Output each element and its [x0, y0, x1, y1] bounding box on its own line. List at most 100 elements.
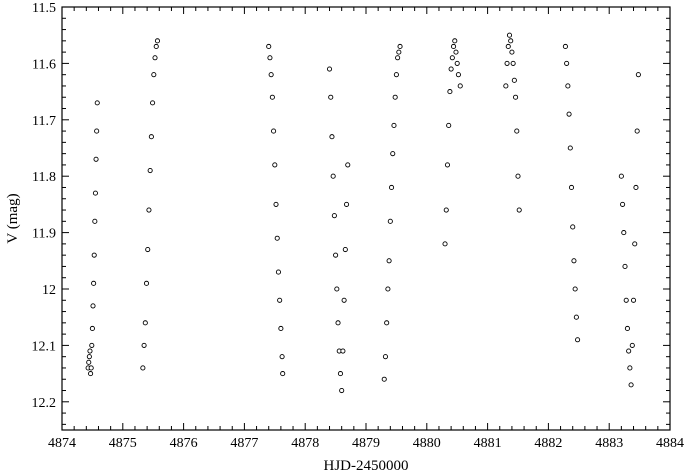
- data-point: [504, 84, 508, 88]
- data-point: [342, 298, 346, 302]
- data-point: [343, 247, 347, 251]
- data-point: [143, 321, 147, 325]
- data-point: [275, 236, 279, 240]
- data-point: [619, 174, 623, 178]
- data-point: [152, 73, 156, 77]
- data-point: [505, 61, 509, 65]
- data-point: [628, 366, 632, 370]
- data-point: [516, 174, 520, 178]
- data-point: [280, 355, 284, 359]
- y-tick-label: 11.9: [32, 227, 56, 242]
- data-point: [341, 349, 345, 353]
- data-point: [509, 39, 513, 43]
- data-point: [572, 259, 576, 263]
- data-point: [391, 152, 395, 156]
- data-point: [445, 163, 449, 167]
- x-tick-label: 4883: [595, 436, 623, 451]
- data-point: [334, 253, 338, 257]
- data-point: [636, 73, 640, 77]
- data-point: [267, 44, 271, 48]
- data-point: [394, 73, 398, 77]
- data-point: [90, 326, 94, 330]
- data-point: [571, 225, 575, 229]
- data-point: [87, 360, 91, 364]
- y-tick-label: 11.5: [32, 1, 56, 16]
- data-point: [625, 326, 629, 330]
- data-point: [154, 44, 158, 48]
- y-tick-label: 11.8: [32, 170, 56, 185]
- y-tick-label: 11.7: [32, 114, 56, 129]
- x-tick-label: 4880: [413, 436, 441, 451]
- data-point: [92, 253, 96, 257]
- data-point: [455, 61, 459, 65]
- x-tick-label: 4874: [48, 436, 76, 451]
- data-point: [329, 95, 333, 99]
- data-point: [383, 355, 387, 359]
- data-point: [454, 50, 458, 54]
- data-point: [449, 67, 453, 71]
- data-point: [89, 366, 93, 370]
- data-point: [146, 247, 150, 251]
- x-tick-label: 4879: [352, 436, 380, 451]
- data-point: [565, 61, 569, 65]
- data-point: [274, 202, 278, 206]
- x-tick-label: 4882: [534, 436, 562, 451]
- data-point: [396, 56, 400, 60]
- data-point: [88, 349, 92, 353]
- data-point: [453, 39, 457, 43]
- data-point: [155, 39, 159, 43]
- y-tick-label: 12: [42, 283, 56, 298]
- data-point: [634, 185, 638, 189]
- data-point: [397, 50, 401, 54]
- data-point: [90, 343, 94, 347]
- data-point: [387, 259, 391, 263]
- data-point: [147, 208, 151, 212]
- x-tick-label: 4877: [230, 436, 258, 451]
- data-point: [276, 270, 280, 274]
- data-point: [563, 44, 567, 48]
- data-point: [507, 33, 511, 37]
- data-point: [271, 129, 275, 133]
- data-point: [567, 112, 571, 116]
- y-tick-label: 11.6: [32, 57, 56, 72]
- data-point: [444, 208, 448, 212]
- data-point: [279, 326, 283, 330]
- data-point: [385, 321, 389, 325]
- data-point: [327, 67, 331, 71]
- data-point: [148, 168, 152, 172]
- data-point: [281, 372, 285, 376]
- data-point: [88, 372, 92, 376]
- data-point: [346, 163, 350, 167]
- x-axis-title: HJD-2450000: [324, 458, 409, 474]
- data-point: [153, 56, 157, 60]
- x-tick-label: 4875: [109, 436, 137, 451]
- data-point: [451, 44, 455, 48]
- data-point: [142, 343, 146, 347]
- data-point: [386, 287, 390, 291]
- data-point: [338, 372, 342, 376]
- data-point: [622, 231, 626, 235]
- data-point: [635, 129, 639, 133]
- data-point: [515, 129, 519, 133]
- data-point: [458, 84, 462, 88]
- data-point: [448, 90, 452, 94]
- x-tick-label: 4878: [291, 436, 319, 451]
- data-point: [340, 388, 344, 392]
- data-point: [335, 287, 339, 291]
- data-point: [510, 50, 514, 54]
- data-point: [268, 56, 272, 60]
- data-point: [627, 349, 631, 353]
- y-tick-labels: 11.5 11.6 11.7 11.8 11.9 12 12.1 12.2: [32, 1, 57, 411]
- data-point: [506, 44, 510, 48]
- data-point: [512, 78, 516, 82]
- data-point: [574, 315, 578, 319]
- data-point: [568, 146, 572, 150]
- data-point: [382, 377, 386, 381]
- x-tick-label: 4876: [170, 436, 198, 451]
- data-point: [330, 135, 334, 139]
- data-point: [443, 242, 447, 246]
- data-point: [332, 214, 336, 218]
- data-point: [87, 355, 91, 359]
- plot-frame: [62, 7, 670, 430]
- data-point: [513, 95, 517, 99]
